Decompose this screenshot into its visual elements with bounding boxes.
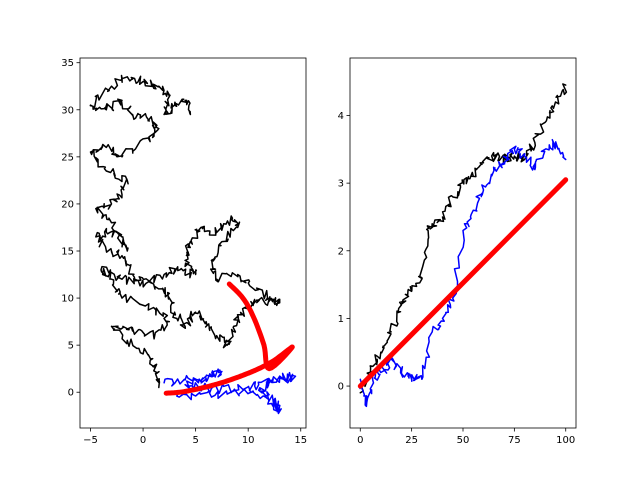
y-tick-label: 2 bbox=[338, 246, 344, 257]
y-tick-label: 30 bbox=[61, 105, 74, 116]
series-line-2 bbox=[357, 177, 569, 389]
y-tick-label: 5 bbox=[68, 341, 74, 352]
x-tick-label: 75 bbox=[508, 435, 521, 446]
y-tick-label: 20 bbox=[61, 199, 74, 210]
series-line-2 bbox=[163, 281, 295, 396]
y-tick-label: 10 bbox=[61, 294, 74, 305]
x-tick-label: 5 bbox=[192, 435, 198, 446]
left-axes: −5 0 5 10 15 0 5 10 15 20 25 30 35 bbox=[61, 57, 307, 446]
series-line-0 bbox=[89, 74, 281, 389]
x-tick-label: 0 bbox=[357, 435, 363, 446]
plot-area bbox=[89, 74, 297, 415]
right-axes: 0 25 50 75 100 0 1 2 3 4 bbox=[338, 57, 577, 446]
y-tick-label: 0 bbox=[68, 388, 74, 399]
y-tick-label: 3 bbox=[338, 179, 344, 190]
plot-area bbox=[357, 83, 569, 408]
y-tick-label: 0 bbox=[338, 382, 344, 393]
x-tick-label: −5 bbox=[83, 435, 98, 446]
x-tick-label: 50 bbox=[457, 435, 470, 446]
y-tick-label: 15 bbox=[61, 247, 74, 258]
y-tick-label: 25 bbox=[61, 152, 74, 163]
y-tick-label: 4 bbox=[338, 111, 344, 122]
x-tick-label: 25 bbox=[405, 435, 418, 446]
x-tick-label: 100 bbox=[556, 435, 575, 446]
x-tick-label: 10 bbox=[242, 435, 255, 446]
x-tick-label: 15 bbox=[294, 435, 307, 446]
series-line-1 bbox=[163, 368, 297, 415]
x-tick-label: 0 bbox=[140, 435, 146, 446]
series-line-0 bbox=[359, 83, 568, 394]
y-tick-label: 35 bbox=[61, 58, 74, 69]
axes-frame bbox=[79, 57, 307, 429]
series-line-1 bbox=[359, 138, 567, 408]
y-tick-label: 1 bbox=[338, 314, 344, 325]
